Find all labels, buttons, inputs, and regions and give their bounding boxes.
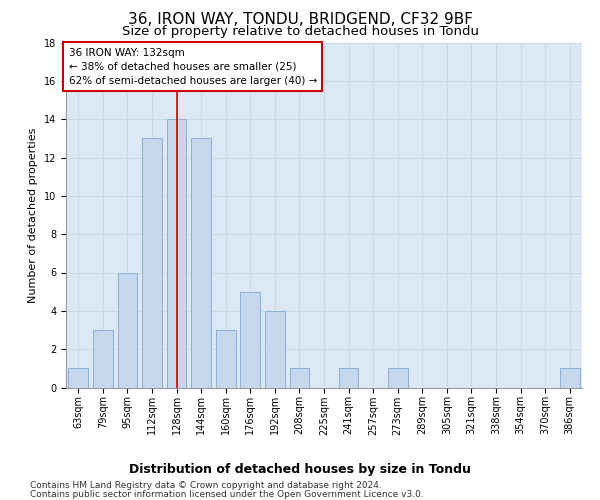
Text: Contains public sector information licensed under the Open Government Licence v3: Contains public sector information licen…	[30, 490, 424, 499]
Text: Distribution of detached houses by size in Tondu: Distribution of detached houses by size …	[129, 462, 471, 475]
Text: 36, IRON WAY, TONDU, BRIDGEND, CF32 9BF: 36, IRON WAY, TONDU, BRIDGEND, CF32 9BF	[128, 12, 473, 28]
Bar	[216, 330, 236, 388]
Text: Contains HM Land Registry data © Crown copyright and database right 2024.: Contains HM Land Registry data © Crown c…	[30, 481, 382, 490]
Bar	[388, 368, 407, 388]
Bar	[118, 272, 137, 388]
Bar	[191, 138, 211, 388]
Bar	[265, 311, 284, 388]
Bar	[167, 119, 187, 388]
Bar	[339, 368, 358, 388]
Text: Size of property relative to detached houses in Tondu: Size of property relative to detached ho…	[121, 25, 479, 38]
Bar	[142, 138, 162, 388]
Bar	[560, 368, 580, 388]
Bar	[68, 368, 88, 388]
Y-axis label: Number of detached properties: Number of detached properties	[28, 128, 38, 302]
Bar	[93, 330, 113, 388]
Bar	[241, 292, 260, 388]
Text: 36 IRON WAY: 132sqm
← 38% of detached houses are smaller (25)
62% of semi-detach: 36 IRON WAY: 132sqm ← 38% of detached ho…	[68, 48, 317, 86]
Bar	[290, 368, 309, 388]
